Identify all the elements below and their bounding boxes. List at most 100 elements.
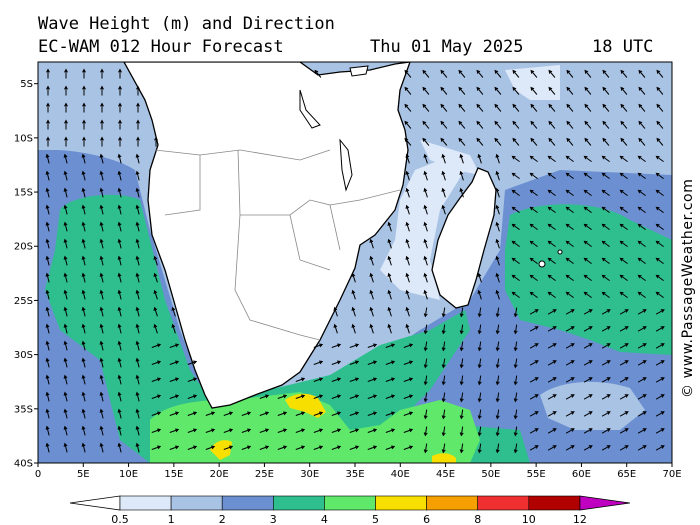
wave-arrow: [117, 357, 122, 368]
wave-arrow: [351, 272, 356, 283]
wave-arrow: [655, 411, 665, 417]
colorbar-label: 10: [522, 513, 536, 525]
wave-arrow: [547, 189, 556, 197]
wave-arrow: [367, 343, 378, 348]
wave-arrow: [422, 86, 430, 95]
wave-arrow: [566, 69, 574, 78]
wave-arrow: [277, 428, 288, 433]
wave-arrow: [637, 326, 647, 332]
wave-arrow: [495, 443, 500, 454]
wave-arrow: [529, 172, 538, 180]
wave-arrow: [423, 187, 428, 198]
wave-arrow: [619, 223, 628, 231]
wave-arrow: [548, 86, 556, 95]
wave-arrow: [169, 394, 180, 399]
wave-arrow: [583, 343, 593, 349]
wave-arrow: [387, 238, 392, 249]
wave-arrow: [494, 120, 502, 129]
wave-arrow: [513, 375, 518, 386]
wave-arrow: [529, 189, 538, 197]
sea-band-3-4m-east: [505, 204, 672, 355]
wave-arrow: [423, 272, 428, 283]
wave-arrow: [64, 85, 68, 96]
wave-arrow: [135, 289, 140, 300]
lat-tick-label: 10S: [14, 133, 33, 144]
wave-arrow: [601, 394, 611, 400]
wave-arrow: [118, 85, 122, 96]
wave-arrow: [81, 442, 86, 453]
wave-arrow: [601, 257, 610, 265]
wave-arrow: [313, 445, 324, 450]
colorbar-segment: [477, 495, 530, 511]
wave-arrow: [259, 411, 270, 416]
wave-arrow: [169, 411, 180, 416]
wave-arrow: [583, 291, 592, 299]
wave-arrow: [45, 153, 50, 164]
wave-arrow: [385, 343, 396, 348]
wave-arrow: [63, 255, 68, 266]
wave-arrow: [529, 223, 538, 231]
wave-arrow: [584, 137, 592, 146]
wave-arrow: [46, 102, 50, 113]
wave-arrow: [369, 289, 374, 300]
wave-arrow: [512, 69, 520, 78]
wave-arrow: [655, 240, 664, 248]
wave-arrow: [601, 206, 610, 214]
wave-arrow: [403, 428, 414, 433]
wave-arrow: [638, 120, 646, 129]
wave-arrow: [655, 394, 665, 400]
wave-arrow: [601, 223, 610, 231]
wave-arrow: [169, 445, 180, 450]
wave-arrow: [495, 255, 500, 266]
wave-arrow: [423, 170, 428, 181]
wave-arrow: [565, 377, 575, 383]
wave-arrow: [45, 357, 50, 368]
wave-arrow: [349, 377, 360, 382]
wave-arrow: [259, 445, 270, 450]
wave-arrow: [602, 120, 610, 129]
wave-arrow: [404, 137, 412, 146]
wave-arrow: [63, 289, 68, 300]
wave-arrow: [63, 357, 68, 368]
wave-arrow: [655, 155, 664, 163]
wave-arrow: [495, 307, 500, 318]
lat-tick-label: 40S: [14, 459, 33, 470]
wave-arrow: [99, 374, 104, 385]
wave-arrow: [495, 204, 500, 215]
latitude-axis: 5S 10S 15S 20S 25S 30S 35S 40S: [14, 79, 38, 470]
wave-arrow: [547, 343, 557, 349]
wave-arrow: [46, 136, 50, 147]
lon-tick-label: 65E: [617, 469, 636, 480]
wave-arrow: [619, 411, 629, 417]
wave-arrow: [117, 255, 122, 266]
wave-arrow: [656, 86, 664, 95]
wave-arrow: [331, 377, 342, 382]
colorbar-label: 8: [474, 513, 481, 525]
wave-arrow: [405, 255, 410, 266]
wave-arrow: [295, 411, 306, 416]
wave-arrow: [512, 86, 520, 95]
wave-arrow: [169, 428, 180, 433]
wave-arrow: [583, 257, 592, 265]
lat-tick-label: 15S: [14, 188, 33, 199]
wave-arrow: [459, 409, 464, 420]
wave-arrow: [547, 377, 557, 383]
wave-arrow: [367, 428, 378, 433]
wave-arrow: [118, 119, 122, 130]
wave-arrow: [637, 445, 647, 451]
colorbar-segment: [528, 495, 581, 511]
wave-arrow: [45, 306, 50, 317]
wave-arrow: [459, 307, 464, 318]
wave-arrow: [405, 221, 410, 232]
wave-arrow: [422, 69, 430, 78]
wave-arrow: [619, 360, 629, 366]
wave-arrow: [331, 360, 342, 365]
wave-arrow: [45, 408, 50, 419]
wave-arrow: [637, 309, 647, 315]
wave-arrow: [331, 445, 342, 450]
wave-arrow: [349, 445, 360, 450]
wave-arrow: [477, 426, 482, 437]
sea-band-under-1m-ne: [505, 65, 560, 100]
wave-arrow: [459, 426, 464, 437]
wave-arrow: [117, 340, 122, 351]
